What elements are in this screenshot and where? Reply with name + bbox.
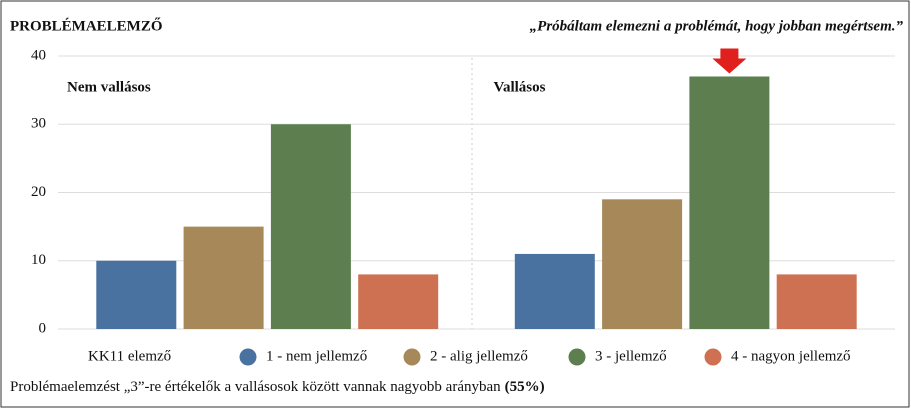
legend-label: 2 - alig jellemző	[430, 348, 528, 364]
bar	[514, 253, 595, 329]
highlight-arrow	[712, 48, 747, 74]
group-label: Nem vallásos	[67, 79, 151, 95]
bar	[689, 76, 770, 329]
y-tick-label: 40	[31, 47, 46, 63]
y-tick-label: 20	[31, 184, 46, 200]
legend-label: 3 - jellemző	[595, 348, 667, 364]
bar	[358, 274, 439, 329]
y-tick-label: 30	[31, 116, 46, 132]
bar	[602, 199, 683, 329]
note-highlight: (55%)	[505, 379, 545, 395]
legend-swatch	[704, 348, 722, 366]
legend-title: KK11 elemző	[88, 348, 171, 364]
chart-subtitle: „Próbáltam elemezni a problémát, hogy jo…	[530, 18, 904, 34]
bar	[270, 124, 351, 329]
legend-label: 1 - nem jellemző	[266, 348, 367, 364]
legend-swatch	[568, 348, 586, 366]
y-tick-label: 0	[39, 320, 47, 336]
legend-swatch	[239, 348, 257, 366]
legend-swatch	[403, 348, 421, 366]
bar	[776, 274, 857, 329]
bar	[183, 226, 264, 329]
group-label: Vallásos	[494, 79, 546, 95]
note: Problémaelemzést „3”-re értékelők a vall…	[10, 379, 501, 395]
legend-label: 4 - nagyon jellemző	[731, 348, 851, 364]
bar	[96, 260, 177, 329]
chart-title: PROBLÉMAELEMZŐ	[10, 17, 163, 34]
footnote: Problémaelemzést „3”-re értékelők a vall…	[10, 379, 545, 395]
y-tick-label: 10	[31, 252, 46, 268]
